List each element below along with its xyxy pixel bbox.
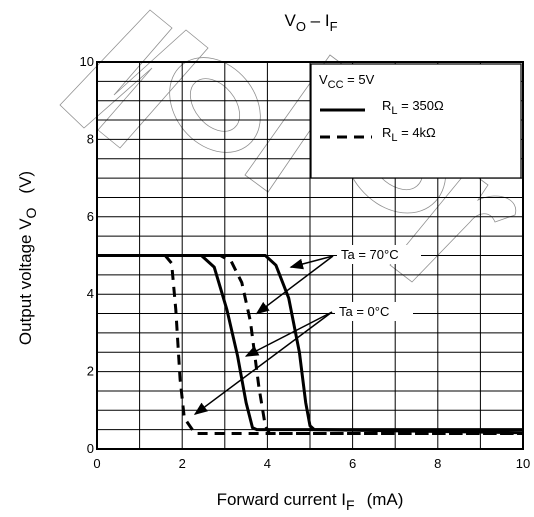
annotation-arrows	[193, 245, 421, 415]
series-line-dashed	[97, 254, 523, 435]
series-line-solid	[97, 254, 523, 432]
y-tick-label: 6	[87, 209, 94, 224]
annotation-arrow	[255, 255, 334, 315]
annotation-arrow	[289, 255, 334, 270]
legend-header: VCC = 5V	[319, 72, 375, 91]
legend-box	[310, 63, 522, 179]
x-tick-label: 6	[349, 456, 356, 471]
y-tick-label: 10	[80, 54, 94, 69]
y-axis-label: Output voltage VO(V)	[16, 171, 39, 345]
x-tick-label: 2	[179, 456, 186, 471]
annotation-backdrop	[337, 245, 421, 264]
annotation-ta-70c: Ta = 70°C	[341, 247, 399, 262]
x-axis-label: Forward current IF (mA)	[217, 490, 404, 513]
x-tick-label: 4	[264, 456, 271, 471]
x-tick-label: 0	[93, 456, 100, 471]
series-line-dashed	[97, 254, 523, 435]
legend-entry-4kohm: RL = 4kΩ	[382, 125, 436, 144]
legend: VCC = 5V RL = 350Ω RL = 4kΩ	[310, 63, 522, 179]
y-tick-label: 2	[87, 364, 94, 379]
series-group	[97, 254, 524, 435]
y-tick-label: 8	[87, 131, 94, 146]
y-tick-label: 4	[87, 286, 94, 301]
annotation-arrow	[193, 311, 333, 415]
annotation-backdrop	[335, 302, 413, 321]
y-tick-label: 0	[87, 441, 94, 456]
axis-ticks: 0 2 4 6 8 10 0 2 4 6 8 10	[80, 54, 531, 471]
annotation-arrow	[244, 311, 333, 357]
legend-entry-350ohm: RL = 350Ω	[382, 98, 444, 117]
annotation-ta-0c: Ta = 0°C	[339, 304, 389, 319]
x-tick-label: 10	[516, 456, 530, 471]
x-tick-label: 8	[434, 456, 441, 471]
chart-title: VO – IF	[284, 11, 337, 34]
